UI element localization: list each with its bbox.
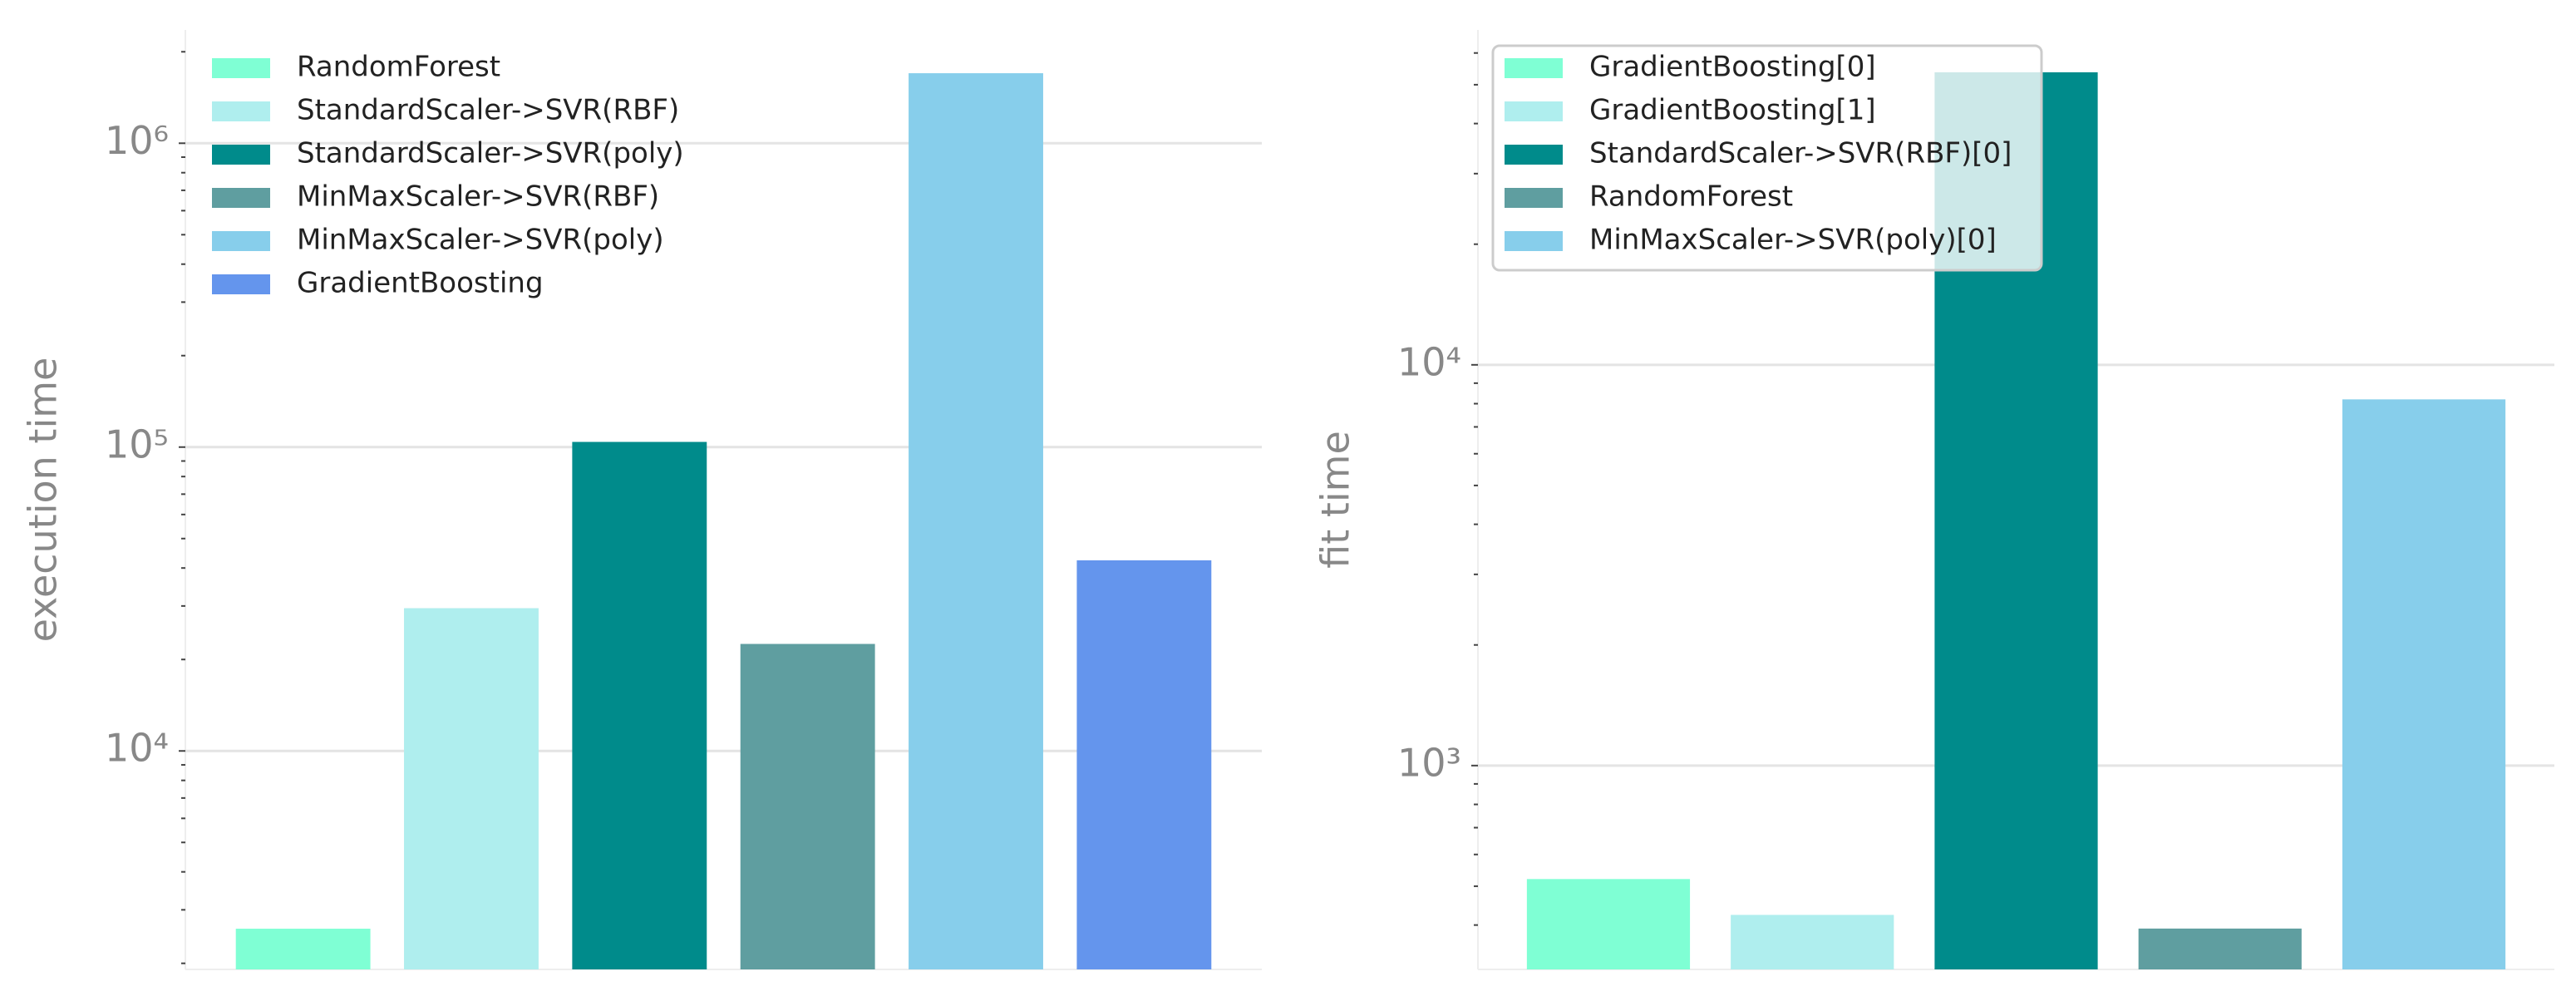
- legend-swatch: [212, 145, 270, 165]
- bar: [2138, 928, 2302, 969]
- legend-label: GradientBoosting: [297, 267, 544, 300]
- y-tick-label: 10⁴: [105, 726, 169, 771]
- legend-label: RandomForest: [297, 51, 500, 84]
- bar: [404, 608, 539, 969]
- y-tick-label: 10⁶: [105, 118, 169, 163]
- bar: [235, 929, 371, 969]
- bar: [2342, 399, 2506, 969]
- legend-frame: [1491, 44, 2043, 272]
- legend-swatch: [1505, 188, 1563, 208]
- legend-label: StandardScaler->SVR(poly): [297, 137, 684, 170]
- bar: [740, 644, 875, 969]
- legend-swatch: [1505, 231, 1563, 251]
- legend-swatch: [212, 231, 270, 251]
- y-axis-label: fit time: [1313, 431, 1358, 569]
- legend-swatch: [1505, 58, 1563, 78]
- legend-label: GradientBoosting[1]: [1589, 94, 1876, 127]
- legend-label: StandardScaler->SVR(RBF): [297, 94, 679, 127]
- legend-swatch: [1505, 101, 1563, 121]
- bar: [909, 73, 1043, 969]
- y-axis-label: execution time: [21, 358, 66, 643]
- bar: [1076, 560, 1212, 969]
- legend-label: StandardScaler->SVR(RBF)[0]: [1589, 137, 2012, 170]
- legend-label: MinMaxScaler->SVR(poly)[0]: [1589, 224, 1997, 257]
- y-tick-label: 10⁵: [105, 422, 169, 466]
- legend-swatch: [212, 274, 270, 294]
- legend-label: MinMaxScaler->SVR(RBF): [297, 180, 659, 214]
- bar: [572, 441, 707, 969]
- legend-swatch: [1505, 145, 1563, 165]
- legend-swatch: [212, 188, 270, 208]
- bar: [1731, 915, 1894, 969]
- y-tick-label: 10⁴: [1397, 339, 1461, 384]
- legend-label: MinMaxScaler->SVR(poly): [297, 224, 664, 257]
- y-tick-label: 10³: [1397, 740, 1461, 785]
- legend-label: GradientBoosting[0]: [1589, 51, 1876, 84]
- legend-label: RandomForest: [1589, 180, 1793, 214]
- bar: [1526, 879, 1691, 969]
- legend-swatch: [212, 101, 270, 121]
- legend-swatch: [212, 58, 270, 78]
